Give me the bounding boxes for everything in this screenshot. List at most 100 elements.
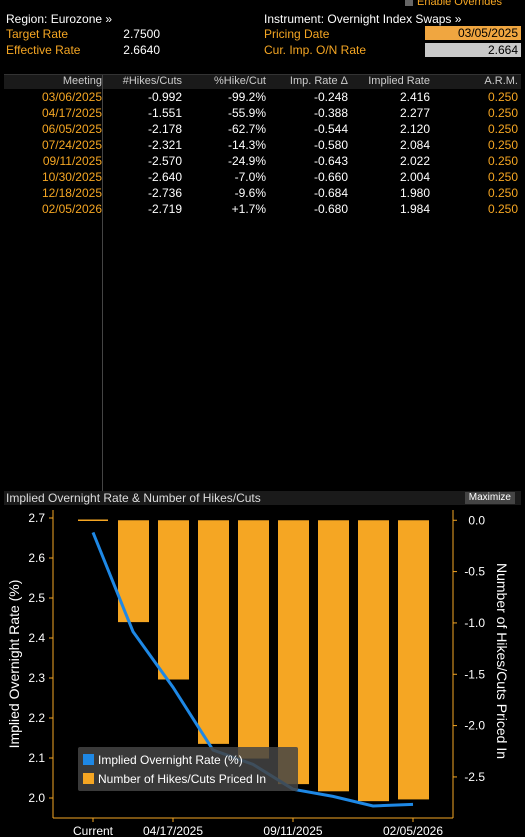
col-meeting[interactable]: Meeting	[62, 75, 102, 87]
effective-rate-label: Effective Rate	[6, 43, 81, 57]
implied-rate-cell: 2.277	[399, 106, 430, 120]
legend-swatch-line	[83, 754, 94, 765]
col-pct-hike-cut[interactable]: %Hike/Cut	[214, 75, 266, 87]
hikes-cuts-bar	[238, 520, 269, 759]
left-tick-label: 2.7	[28, 511, 45, 525]
left-tick-label: 2.2	[28, 711, 45, 725]
meeting-date-cell: 03/06/2025	[41, 90, 102, 104]
arm-cell: 0.250	[487, 186, 518, 200]
table-row[interactable]: 07/24/2025 -2.321 -14.3% -0.580 2.084 0.250	[4, 138, 521, 154]
hikes-cuts-bar	[358, 520, 389, 802]
arm-cell: 0.250	[487, 154, 518, 168]
imp-rate-delta-cell: -0.580	[313, 138, 348, 152]
hikes-cuts-bar	[278, 520, 309, 785]
imp-rate-delta-cell: -0.643	[313, 154, 348, 168]
effective-rate-value: 2.6640	[123, 43, 160, 57]
chart-title: Implied Overnight Rate & Number of Hikes…	[6, 491, 261, 505]
hikes-cuts-cell: -0.992	[147, 90, 182, 104]
hikes-cuts-cell: -2.736	[147, 186, 182, 200]
meeting-date-cell: 07/24/2025	[41, 138, 102, 152]
table-row[interactable]: 12/18/2025 -2.736 -9.6% -0.684 1.980 0.250	[4, 186, 521, 202]
arm-cell: 0.250	[487, 202, 518, 216]
table-row[interactable]: 06/05/2025 -2.178 -62.7% -0.544 2.120 0.250	[4, 122, 521, 138]
instrument-selector[interactable]: Instrument: Overnight Index Swaps »	[264, 12, 462, 26]
left-tick-label: 2.6	[28, 551, 45, 565]
implied-rate-cell: 2.120	[399, 122, 430, 136]
col-implied-rate[interactable]: Implied Rate	[368, 75, 430, 87]
hikes-cuts-bar	[158, 520, 189, 680]
cur-imp-rate-input[interactable]: 2.664	[425, 43, 521, 57]
imp-rate-delta-cell: -0.684	[313, 186, 348, 200]
y-axis-label-left: Implied Overnight Rate (%)	[6, 580, 22, 749]
implied-rate-cell: 1.984	[399, 202, 430, 216]
table-row[interactable]: 10/30/2025 -2.640 -7.0% -0.660 2.004 0.250	[4, 170, 521, 186]
table-row[interactable]: 04/17/2025 -1.551 -55.9% -0.388 2.277 0.250	[4, 106, 521, 122]
left-tick-label: 2.5	[28, 591, 45, 605]
meeting-date-cell: 04/17/2025	[41, 106, 102, 120]
pct-hike-cut-cell: -55.9%	[227, 106, 266, 120]
target-rate-value: 2.7500	[123, 27, 160, 41]
table-row[interactable]: 09/11/2025 -2.570 -24.9% -0.643 2.022 0.250	[4, 154, 521, 170]
imp-rate-delta-cell: -0.248	[313, 90, 348, 104]
implied-rate-cell: 1.980	[399, 186, 430, 200]
legend-box	[78, 747, 298, 791]
left-tick-label: 2.3	[28, 671, 45, 685]
imp-rate-delta-cell: -0.544	[313, 122, 348, 136]
col-hikes-cuts[interactable]: #Hikes/Cuts	[122, 75, 182, 87]
table-header: Meeting #Hikes/Cuts %Hike/Cut Imp. Rate …	[4, 75, 521, 89]
pricing-date-label: Pricing Date	[264, 27, 330, 41]
pct-hike-cut-cell: +1.7%	[231, 202, 266, 216]
rate-chart: 2.7 2.6 2.5 2.4 2.3 2.2 2.1 2.0 0.0 -0.5 -1.0 -1.5 -…	[6, 510, 510, 837]
arm-cell: 0.250	[487, 122, 518, 136]
table-divider	[102, 75, 103, 491]
x-tick-label: 09/11/2025	[263, 824, 322, 837]
hikes-cuts-cell: -2.640	[147, 170, 182, 184]
arm-cell: 0.250	[487, 170, 518, 184]
region-selector[interactable]: Region: Eurozone »	[6, 12, 113, 26]
hikes-cuts-bar	[398, 520, 429, 800]
implied-rate-cell: 2.416	[399, 90, 430, 104]
enable-overrides-checkbox[interactable]: Enable Overrides	[405, 0, 502, 8]
cur-imp-rate-label: Cur. Imp. O/N Rate	[264, 43, 367, 57]
chart-title-bar: Implied Overnight Rate & Number of Hikes…	[4, 491, 521, 505]
imp-rate-delta-cell: -0.680	[313, 202, 348, 216]
left-tick-label: 2.4	[28, 631, 45, 645]
pct-hike-cut-cell: -99.2%	[227, 90, 266, 104]
arm-cell: 0.250	[487, 90, 518, 104]
col-arm[interactable]: A.R.M.	[484, 75, 518, 87]
right-tick-label: -2.0	[464, 719, 485, 733]
right-tick-label: 0.0	[468, 513, 485, 527]
implied-rate-cell: 2.084	[399, 138, 430, 152]
col-imp-rate-delta[interactable]: Imp. Rate Δ	[289, 75, 348, 87]
legend-label-line: Implied Overnight Rate (%)	[98, 753, 243, 767]
right-tick-label: -1.0	[464, 616, 485, 630]
implied-rate-cell: 2.022	[399, 154, 430, 168]
meeting-date-cell: 10/30/2025	[41, 170, 102, 184]
x-tick-label: Current	[73, 824, 114, 837]
table-row[interactable]: 03/06/2025 -0.992 -99.2% -0.248 2.416 0.250	[4, 90, 521, 106]
x-tick-label: 02/05/2026	[383, 824, 443, 837]
y-axis-label-right: Number of Hikes/Cuts Priced In	[494, 563, 510, 759]
implied-rate-cell: 2.004	[399, 170, 430, 184]
pct-hike-cut-cell: -62.7%	[227, 122, 266, 136]
hikes-cuts-bar	[198, 520, 229, 744]
pct-hike-cut-cell: -9.6%	[234, 186, 266, 200]
hikes-cuts-cell: -2.178	[147, 122, 182, 136]
meeting-date-cell: 09/11/2025	[42, 154, 102, 168]
legend-swatch-bar	[83, 773, 94, 784]
right-tick-label: -1.5	[464, 667, 485, 681]
hikes-cuts-cell: -2.321	[147, 138, 182, 152]
hikes-cuts-bar	[318, 520, 349, 792]
pct-hike-cut-cell: -7.0%	[234, 170, 266, 184]
legend-label-bar: Number of Hikes/Cuts Priced In	[98, 772, 266, 786]
table-row[interactable]: 02/05/2026 -2.719 +1.7% -0.680 1.984 0.250	[4, 202, 521, 218]
meetings-table: Meeting #Hikes/Cuts %Hike/Cut Imp. Rate …	[4, 74, 521, 491]
pricing-date-input[interactable]: 03/05/2025	[425, 26, 521, 40]
checkbox-icon[interactable]	[405, 0, 413, 7]
meeting-date-cell: 06/05/2025	[41, 122, 102, 136]
maximize-button[interactable]: Maximize	[464, 492, 515, 504]
meeting-date-cell: 02/05/2026	[41, 202, 102, 216]
imp-rate-delta-cell: -0.660	[313, 170, 348, 184]
imp-rate-delta-cell: -0.388	[313, 106, 348, 120]
pct-hike-cut-cell: -14.3%	[227, 138, 266, 152]
